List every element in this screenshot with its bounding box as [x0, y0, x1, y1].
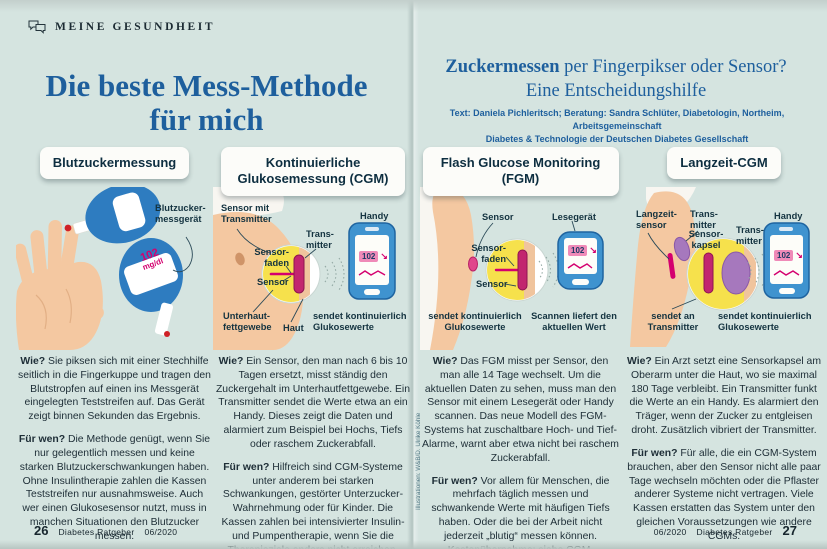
- belly-sensor-art: [213, 187, 396, 350]
- arm-graphic: [430, 187, 474, 350]
- sends-transmitter-label: sendet an Transmitter: [647, 311, 699, 332]
- glucose-meter-1: [72, 187, 161, 244]
- signal-waves-icon: [538, 252, 560, 288]
- column-blutzuckermessung: Blutzuckermessung: [16, 147, 213, 542]
- speech-bubbles-icon: [28, 20, 46, 34]
- long-sensor-label: Langzeit- sensor: [636, 209, 677, 230]
- illustration-fgm: Sensor Lesegerät Sensor- faden Sensor se…: [420, 187, 621, 350]
- skin-layer: [524, 240, 535, 300]
- implanted-sensor: [667, 253, 676, 279]
- transmitter-on-skin: [673, 236, 691, 262]
- column-header: Kontinuierliche Glukosemessung (CGM): [221, 147, 405, 196]
- palm-lines: [35, 288, 72, 330]
- hand-and-meter-art: [16, 187, 193, 350]
- sensor-label-top: Sensor: [482, 212, 514, 222]
- phone-label: Handy: [360, 211, 389, 221]
- column-cgm: Kontinuierliche Glukosemessung (CGM): [213, 147, 413, 549]
- sensor-label: Sensor: [257, 277, 289, 287]
- page-number-right: 27: [782, 523, 797, 538]
- page-title: Die beste Mess-Methode für mich: [45, 67, 368, 137]
- trend-arrow-icon: ↘: [589, 245, 597, 255]
- glucose-meter-2: [119, 238, 183, 337]
- illustration-blutzuckermessung: Blutzucker- messgerät 102 mg/dl: [16, 187, 213, 350]
- column-body: Wie? Das FGM misst per Sensor, den man a…: [422, 356, 619, 549]
- column-body: Wie? Sie piksen sich mit einer Stechhilf…: [18, 356, 211, 542]
- navel: [235, 252, 245, 266]
- sensor-thread-label: Sensor- faden: [471, 243, 506, 264]
- column-fgm: Flash Glucose Monitoring (FGM): [420, 147, 621, 549]
- sends-label: sendet kontinuierlich Glukosewerte: [428, 311, 522, 332]
- issue-number: 06/2020: [653, 527, 687, 537]
- byline-credit: Text: Daniela Pichleritsch; Beratung: Sa…: [449, 108, 785, 145]
- phone-reading: 102 ↘: [774, 250, 803, 261]
- scan-label: Scannen liefert den aktuellen Wert: [531, 311, 617, 332]
- page-number-left: 26: [34, 523, 49, 538]
- sensor-capsule: [517, 249, 528, 291]
- transmitter-label: Trans- mitter: [306, 229, 334, 250]
- phone-reading: 102 ↘: [359, 251, 388, 262]
- sensor-thread-label: Sensor- faden: [254, 247, 289, 268]
- trend-arrow-icon: ↘: [795, 250, 803, 260]
- illustration-langzeit-cgm: Langzeit- sensor Trans- mitter Sensor- k…: [624, 187, 824, 350]
- blood-drop: [64, 224, 72, 232]
- page-bottom-edge: [0, 540, 827, 549]
- hand-graphic: [16, 219, 104, 350]
- kicker-label: MEINE GESUNDHEIT: [55, 21, 216, 33]
- sensor-label: Sensor: [476, 279, 508, 289]
- column-header: Blutzuckermessung: [39, 147, 190, 180]
- sends-label: sendet kontinuierlich Glukosewerte: [313, 311, 407, 332]
- column-header: Flash Glucose Monitoring (FGM): [422, 147, 619, 196]
- reader-reading: 102 ↘: [568, 245, 597, 256]
- arm-implant-art: [630, 187, 810, 347]
- label-pointer-line: [172, 236, 193, 273]
- device-label: Blutzucker- messgerät: [155, 203, 206, 224]
- column-body: Wie? Ein Sensor, den man nach 6 bis 10 T…: [215, 356, 411, 549]
- sensor-transmitter-label: Sensor mit Transmitter: [221, 203, 272, 224]
- magazine-name: Diabetes Ratgeber: [58, 527, 135, 537]
- illustration-cgm: Sensor mit Transmitter Trans- mitter Sen…: [213, 187, 413, 350]
- arm-graphic: [630, 191, 696, 347]
- sensor-on-skin: [468, 256, 478, 272]
- reader-device-graphic: [557, 231, 604, 290]
- glucose-curve: [773, 270, 800, 276]
- column-header: Langzeit-CGM: [667, 147, 781, 180]
- issue-number: 06/2020: [144, 527, 178, 537]
- transmitter-label-1: Trans- mitter: [690, 209, 718, 230]
- trend-arrow-icon: ↘: [380, 251, 388, 261]
- phone-label: Handy: [774, 211, 803, 221]
- column-body: Wie? Ein Arzt setzt eine Sensorkapsel am…: [627, 356, 821, 542]
- signal-waves-icon: [324, 257, 345, 291]
- glucose-curve: [567, 263, 593, 269]
- transmitter-magnified: [721, 251, 751, 295]
- sends-label: sendet kontinuierlich Glukosewerte: [718, 311, 812, 332]
- transmitter-label-2: Trans- mitter: [736, 225, 764, 246]
- subcutaneous-label: Unterhaut- fettgewebe: [223, 311, 272, 332]
- right-page-heading: Zuckermessen per Fingerpikser oder Senso…: [445, 57, 787, 102]
- magazine-name: Diabetes Ratgeber: [696, 527, 773, 537]
- footer-left: 26 Diabetes Ratgeber 06/2020: [34, 523, 177, 538]
- sensor-capsule: [703, 252, 714, 294]
- column-langzeit-cgm: Langzeit-CGM: [624, 147, 824, 542]
- page-gutter: [407, 0, 419, 549]
- glucose-curve: [358, 270, 386, 276]
- reader-label: Lesegerät: [552, 212, 596, 222]
- section-kicker: MEINE GESUNDHEIT: [28, 20, 215, 34]
- footer-right: 06/2020 Diabetes Ratgeber 27: [654, 523, 797, 538]
- transmitter-capsule: [293, 254, 305, 294]
- sensor-capsule-label: Sensor- kapsel: [688, 229, 724, 250]
- skin-label: Haut: [283, 323, 304, 333]
